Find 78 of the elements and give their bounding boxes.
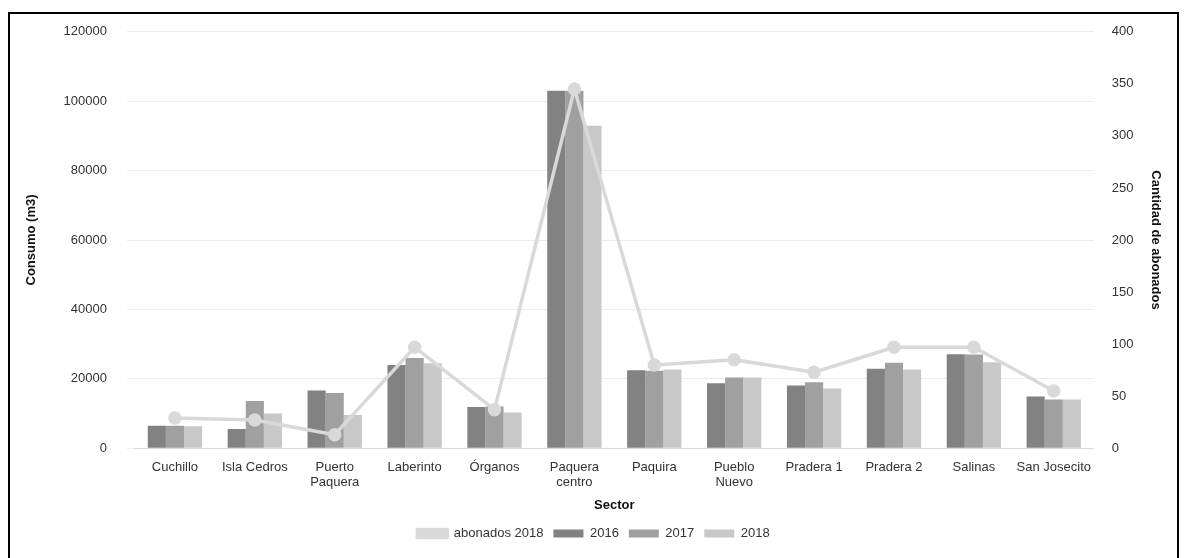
point <box>727 352 741 367</box>
bar <box>866 368 885 448</box>
legend-label: 2017 <box>665 525 695 541</box>
bar <box>903 369 922 448</box>
bar <box>387 364 406 448</box>
bar <box>823 388 842 448</box>
bar <box>307 390 326 448</box>
bar <box>467 406 486 448</box>
bar <box>805 382 824 448</box>
y-tick-label: 60000 <box>70 231 107 247</box>
bar <box>982 362 1002 448</box>
bar <box>627 370 646 448</box>
bar <box>183 426 203 448</box>
y-tick-label: 20000 <box>70 370 107 386</box>
y2-tick-label: 350 <box>1111 75 1134 91</box>
point <box>407 340 422 354</box>
point <box>327 427 342 442</box>
bar <box>786 385 806 448</box>
y-tick-label: 40000 <box>70 300 107 316</box>
x-tick-label: Salinas <box>952 458 996 474</box>
x-tick-label: Órganos <box>469 458 520 474</box>
y2-axis-title: Cantidad de abonados <box>1148 170 1164 310</box>
y2-tick-label: 400 <box>1111 23 1134 39</box>
y2-tick-label: 300 <box>1111 127 1134 143</box>
y-tick-label: 0 <box>99 439 107 455</box>
bar <box>583 125 602 448</box>
x-tick-label: Cuchillo <box>151 458 199 474</box>
point <box>887 340 901 354</box>
point <box>1047 384 1061 398</box>
bar <box>227 429 246 448</box>
y-axis-title: Consumo (m3) <box>23 194 39 286</box>
y2-tick-label: 250 <box>1111 179 1134 195</box>
legend-label: 2016 <box>589 525 619 541</box>
bar <box>1062 399 1081 448</box>
y2-tick-label: 50 <box>1111 387 1127 403</box>
legend-label: 2018 <box>740 525 770 541</box>
point <box>807 365 821 379</box>
y-tick-label: 120000 <box>63 23 107 39</box>
x-tick-label: Puerto Paquera <box>310 458 361 490</box>
point <box>647 358 662 372</box>
bar <box>503 412 522 448</box>
bar <box>165 425 184 448</box>
bar <box>1026 396 1045 448</box>
bar <box>663 369 682 448</box>
bar <box>405 357 424 448</box>
point <box>487 402 502 417</box>
point <box>567 82 582 96</box>
point <box>168 411 182 425</box>
y2-tick-label: 0 <box>1111 439 1119 455</box>
bar <box>725 377 744 448</box>
x-tick-label: Pradera 2 <box>865 458 923 474</box>
y-tick-label: 100000 <box>63 92 107 108</box>
x-tick-label: Paquera centro <box>549 458 600 490</box>
bar <box>884 362 904 448</box>
y2-tick-label: 150 <box>1111 283 1134 299</box>
bar <box>645 370 664 448</box>
bar <box>343 414 362 448</box>
bar <box>964 354 983 448</box>
y2-tick-label: 100 <box>1111 335 1134 351</box>
x-tick-label: Paquira <box>631 458 678 474</box>
x-axis-title: Sector <box>594 496 635 512</box>
bar <box>565 90 584 448</box>
bar <box>707 383 726 448</box>
x-tick-label: Pradera 1 <box>785 458 843 474</box>
bar <box>946 354 965 448</box>
bar <box>743 377 762 448</box>
x-tick-label: Isla Cedros <box>221 458 289 474</box>
point <box>967 340 981 354</box>
bar <box>1044 399 1063 448</box>
bar <box>547 90 566 448</box>
y-tick-label: 80000 <box>70 162 107 178</box>
x-tick-label: San Josecito <box>1016 458 1091 474</box>
legend-label: abonados 2018 <box>453 525 544 541</box>
x-tick-label: Pueblo Nuevo <box>713 458 755 490</box>
bar <box>147 425 166 448</box>
y2-tick-label: 200 <box>1111 231 1134 247</box>
bar <box>423 363 442 448</box>
x-tick-label: Laberinto <box>387 458 442 474</box>
